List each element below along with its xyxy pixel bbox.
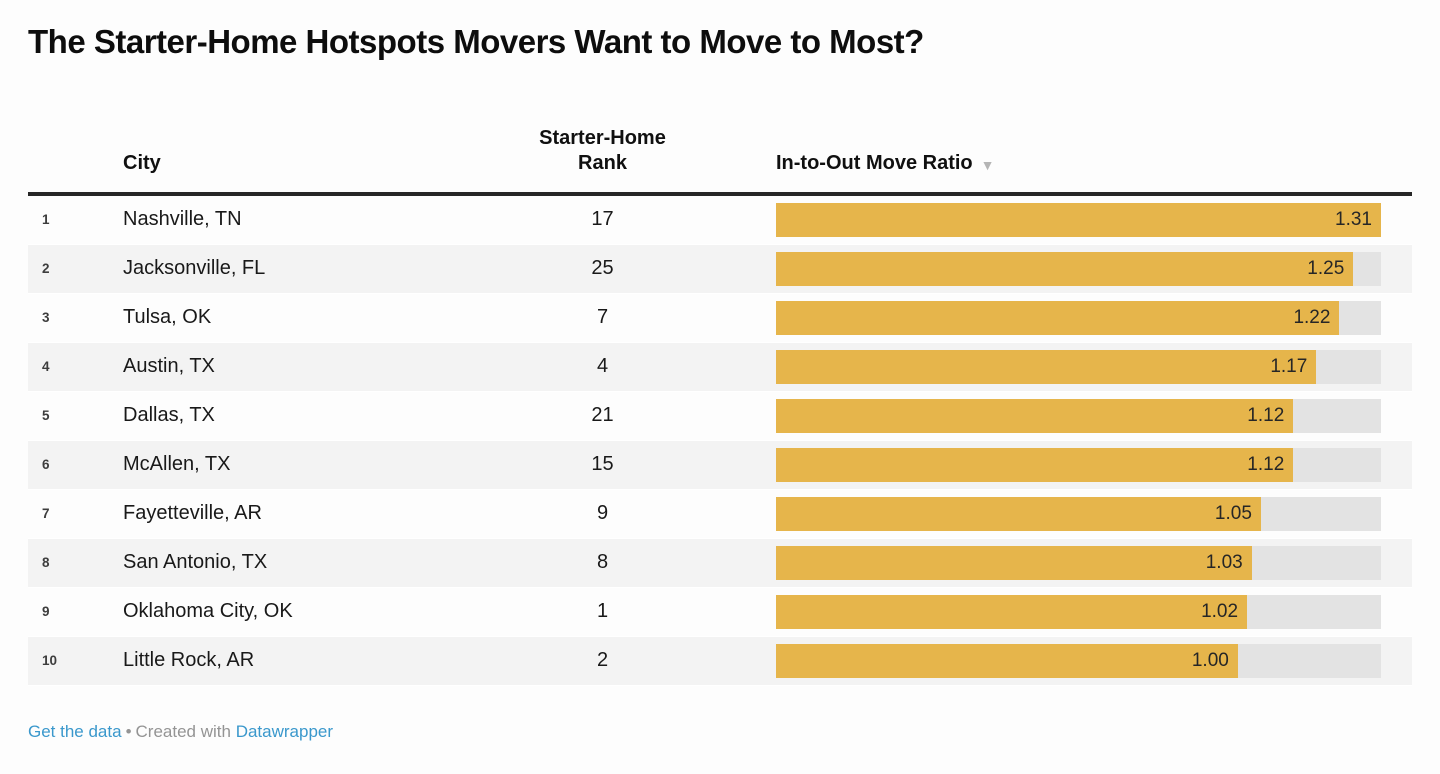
ratio-cell: 1.12 <box>776 447 1412 482</box>
ratio-value: 1.00 <box>1191 649 1229 671</box>
footer-separator: • <box>125 721 132 741</box>
city-cell: Austin, TX <box>123 355 215 378</box>
table-row: 5 Dallas, TX 21 1.12 <box>28 392 1412 441</box>
ratio-bar: 1.03 <box>776 545 1252 580</box>
header-starter-home-rank-label: Starter-Home Rank <box>539 126 666 175</box>
ratio-bar: 1.02 <box>776 594 1248 629</box>
ratio-cell: 1.31 <box>776 202 1412 237</box>
city-cell: Dallas, TX <box>123 404 215 427</box>
footer-created-with: Created with <box>135 721 231 741</box>
ratio-bar: 1.22 <box>776 300 1340 335</box>
header-starter-home-rank[interactable]: Starter-Home Rank <box>480 126 725 177</box>
row-index: 8 <box>42 555 50 571</box>
ratio-bar: 1.12 <box>776 398 1294 433</box>
sort-descending-icon: ▼ <box>980 157 995 174</box>
rank-cell: 2 <box>596 649 609 672</box>
city-cell: San Antonio, TX <box>123 551 268 574</box>
rank-cell: 21 <box>591 404 614 427</box>
table-row: 7 Fayetteville, AR 9 1.05 <box>28 490 1412 539</box>
ratio-bar: 1.05 <box>776 496 1261 531</box>
ratio-cell: 1.12 <box>776 398 1412 433</box>
rank-cell: 7 <box>596 306 609 329</box>
ratio-bar: 1.00 <box>776 643 1238 678</box>
row-index: 2 <box>42 261 50 277</box>
bar-track: 1.31 <box>776 202 1381 237</box>
city-cell: Nashville, TN <box>123 208 242 231</box>
rank-cell: 4 <box>596 355 609 378</box>
ratio-cell: 1.05 <box>776 496 1412 531</box>
rank-cell: 9 <box>596 502 609 525</box>
city-cell: Tulsa, OK <box>123 306 212 329</box>
table-row: 3 Tulsa, OK 7 1.22 <box>28 294 1412 343</box>
bar-track: 1.03 <box>776 545 1381 580</box>
rank-cell: 17 <box>591 208 614 231</box>
row-index: 3 <box>42 310 50 326</box>
ratio-value: 1.02 <box>1201 600 1239 622</box>
ratio-value: 1.17 <box>1270 355 1308 377</box>
bar-track: 1.02 <box>776 594 1381 629</box>
row-index: 1 <box>42 212 50 228</box>
rank-cell: 15 <box>591 453 614 476</box>
ratio-cell: 1.02 <box>776 594 1412 629</box>
header-city[interactable]: City <box>123 152 161 175</box>
get-the-data-link[interactable]: Get the data <box>28 721 122 741</box>
city-cell: McAllen, TX <box>123 453 231 476</box>
chart-title: The Starter-Home Hotspots Movers Want to… <box>28 23 924 60</box>
ratio-cell: 1.22 <box>776 300 1412 335</box>
ratio-value: 1.31 <box>1335 208 1372 230</box>
ratio-value: 1.03 <box>1205 551 1243 573</box>
ratio-value: 1.22 <box>1293 306 1331 328</box>
header-move-ratio[interactable]: In-to-Out Move Ratio ▼ <box>776 151 1412 177</box>
row-index: 4 <box>42 359 50 375</box>
bar-track: 1.00 <box>776 643 1381 678</box>
rank-cell: 25 <box>591 257 614 280</box>
table-row: 2 Jacksonville, FL 25 1.25 <box>28 244 1412 294</box>
ratio-value: 1.12 <box>1247 453 1285 475</box>
rank-cell: 1 <box>596 600 609 623</box>
ratio-cell: 1.17 <box>776 349 1412 384</box>
ratio-value: 1.05 <box>1214 502 1252 524</box>
row-index: 5 <box>42 408 50 424</box>
city-cell: Fayetteville, AR <box>123 502 262 525</box>
chart-footer: Get the data • Created with Datawrapper <box>28 722 1412 742</box>
table-row: 4 Austin, TX 4 1.17 <box>28 342 1412 392</box>
header-move-ratio-label: In-to-Out Move Ratio <box>776 152 973 175</box>
table-header: City Starter-Home Rank In-to-Out Move Ra… <box>28 126 1412 196</box>
city-cell: Oklahoma City, OK <box>123 600 293 623</box>
bar-track: 1.25 <box>776 251 1381 286</box>
table-row: 10 Little Rock, AR 2 1.00 <box>28 636 1412 686</box>
bar-track: 1.22 <box>776 300 1381 335</box>
ratio-cell: 1.25 <box>776 251 1412 286</box>
table-row: 1 Nashville, TN 17 1.31 <box>28 196 1412 245</box>
ratio-bar: 1.17 <box>776 349 1317 384</box>
ratio-bar: 1.31 <box>776 202 1381 237</box>
row-index: 7 <box>42 506 50 522</box>
city-cell: Jacksonville, FL <box>123 257 266 280</box>
row-index: 9 <box>42 604 50 620</box>
table-body: 1 Nashville, TN 17 1.31 2 Jacksonville, FL 25 1… <box>28 196 1412 686</box>
ratio-cell: 1.03 <box>776 545 1412 580</box>
ratio-cell: 1.00 <box>776 643 1412 678</box>
table-row: 8 San Antonio, TX 8 1.03 <box>28 538 1412 588</box>
datawrapper-link[interactable]: Datawrapper <box>235 721 334 741</box>
row-index: 6 <box>42 457 50 473</box>
ratio-bar: 1.25 <box>776 251 1354 286</box>
table-row: 6 McAllen, TX 15 1.12 <box>28 440 1412 490</box>
table-row: 9 Oklahoma City, OK 1 1.02 <box>28 588 1412 637</box>
bar-track: 1.12 <box>776 447 1381 482</box>
ratio-bar: 1.12 <box>776 447 1294 482</box>
bar-track: 1.05 <box>776 496 1381 531</box>
city-cell: Little Rock, AR <box>123 649 255 672</box>
bar-track: 1.17 <box>776 349 1381 384</box>
rank-cell: 8 <box>596 551 609 574</box>
row-index: 10 <box>42 653 58 669</box>
bar-track: 1.12 <box>776 398 1381 433</box>
ratio-value: 1.25 <box>1307 257 1345 279</box>
ratio-value: 1.12 <box>1247 404 1285 426</box>
